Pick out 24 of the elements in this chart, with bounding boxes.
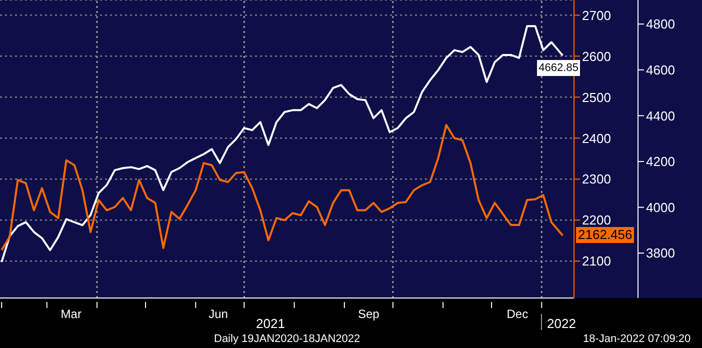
- y-tick-label: 2700: [582, 8, 611, 23]
- text: 18-Jan-2022 07:09:20: [583, 333, 691, 345]
- y2-tick-label: 4000: [646, 200, 675, 215]
- y-tick-label: 2500: [582, 90, 611, 105]
- y2-tick-label: 4400: [646, 108, 675, 124]
- data-label: 2162.456: [576, 226, 634, 242]
- y2-tick-label: 4200: [646, 154, 675, 170]
- line-series: [0, 124, 564, 252]
- x-tick-label: Dec: [506, 307, 528, 321]
- y-tick-label: 2300: [582, 172, 611, 187]
- y-tick-label: 2200: [582, 212, 611, 228]
- y2-tick-label: 4800: [646, 16, 675, 32]
- y2-tick-label: 3800: [646, 246, 675, 261]
- y2-tick-label: 4600: [646, 62, 675, 78]
- x-tick-label: Jun: [208, 307, 228, 321]
- data-label: 4662.85: [536, 60, 580, 76]
- x-tick-label: Mar: [60, 307, 82, 321]
- text: 2022: [547, 316, 576, 331]
- text: 2021: [256, 316, 285, 331]
- y-tick-label: 2100: [582, 254, 611, 269]
- y-tick-label: 2400: [582, 130, 611, 146]
- text: Daily 19JAN2020-18JAN2022: [214, 333, 360, 345]
- x-tick-label: Sep: [358, 307, 380, 321]
- y-tick-label: 2600: [582, 48, 611, 64]
